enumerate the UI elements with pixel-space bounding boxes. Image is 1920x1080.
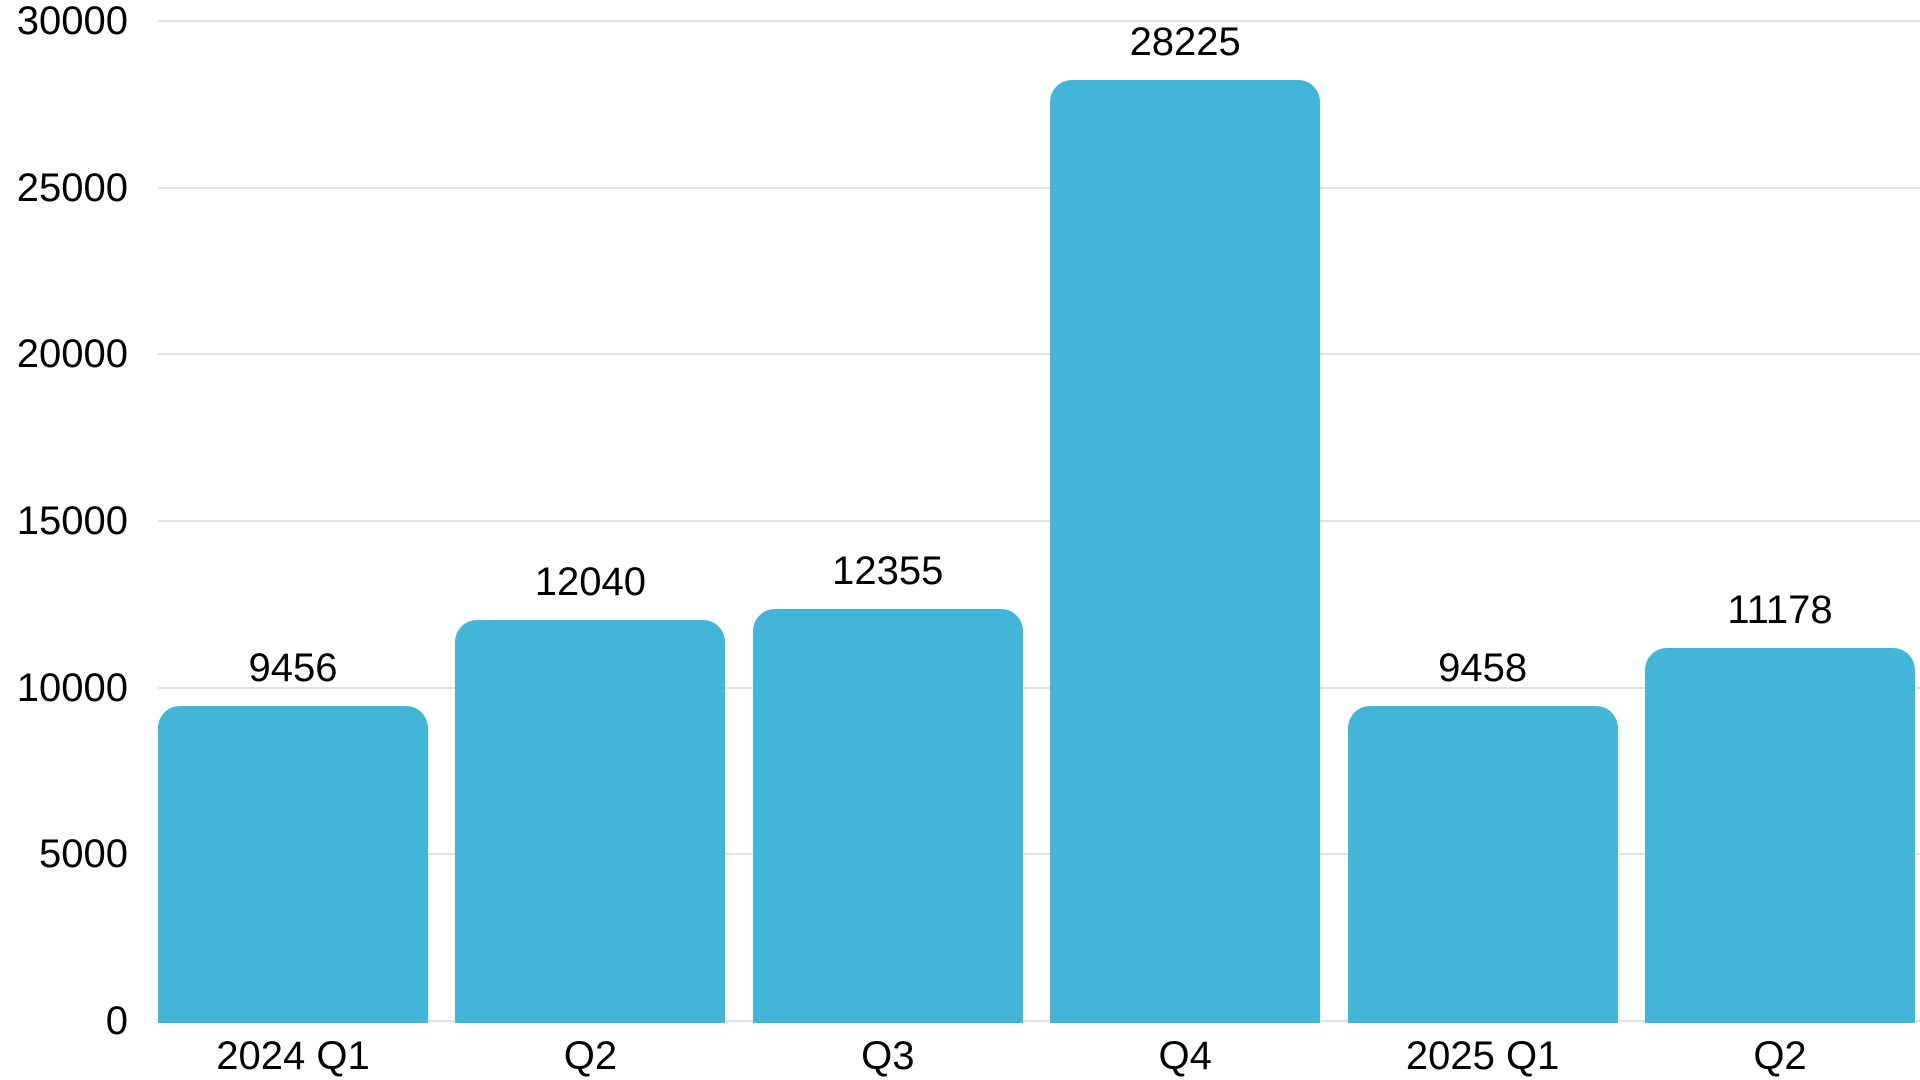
gridline	[158, 853, 1920, 856]
y-axis-tick-label: 5000	[39, 832, 128, 877]
gridline	[158, 20, 1920, 22]
y-axis-tick-label: 15000	[16, 499, 128, 543]
y-axis-tick-label: 20000	[16, 332, 128, 377]
bar-q2	[1645, 648, 1915, 1023]
bar-value-label: 11178	[1727, 588, 1833, 633]
x-axis-tick-label: Q2	[563, 1034, 618, 1078]
x-axis-tick-label: Q4	[1158, 1034, 1212, 1078]
gridline	[158, 1020, 1920, 1022]
x-axis-tick-label: 2025 Q1	[1405, 1034, 1560, 1078]
bar-2024-q1	[158, 705, 428, 1023]
bar-2025-q1	[1347, 705, 1618, 1023]
bar-q3	[752, 609, 1023, 1023]
gridline	[158, 520, 1920, 522]
x-axis-tick-label: Q2	[1753, 1034, 1807, 1078]
y-axis-tick-label: 10000	[16, 665, 128, 710]
x-axis-tick-label: Q3	[861, 1034, 915, 1078]
x-axis-tick-label: 2024 Q1	[216, 1034, 370, 1078]
bar-q4	[1050, 80, 1321, 1023]
gridline	[158, 353, 1920, 356]
bar-value-label: 12355	[832, 549, 944, 594]
bar-value-label: 9456	[248, 645, 338, 690]
gridline	[158, 686, 1920, 689]
bar-value-label: 28225	[1129, 20, 1241, 65]
bar-value-label: 9458	[1438, 645, 1528, 690]
bar-q2	[455, 619, 726, 1023]
y-axis-tick-label: 0	[105, 999, 128, 1043]
bar-value-label: 12040	[534, 559, 646, 604]
y-axis-tick-label: 25000	[16, 165, 128, 210]
y-axis-tick-label: 30000	[16, 0, 128, 43]
gridline	[158, 186, 1920, 189]
